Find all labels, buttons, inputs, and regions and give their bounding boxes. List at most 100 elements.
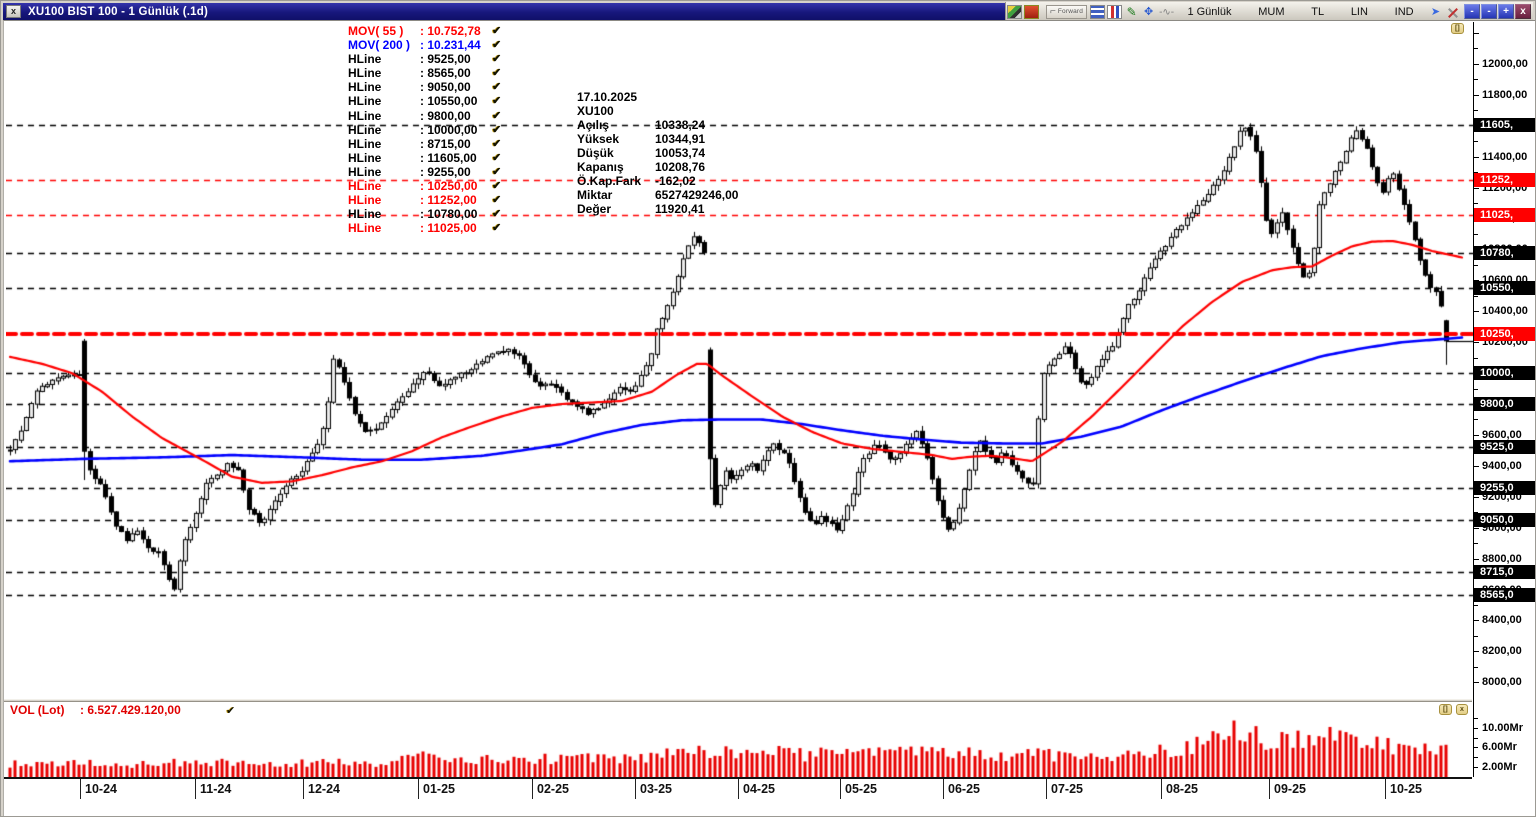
indicator-enabled-check-icon[interactable]: ✔ [492,194,502,207]
indicator-enabled-check-icon[interactable]: ✔ [492,25,502,37]
indicator-palette-icon[interactable] [1007,4,1022,19]
volume-tick [1474,727,1478,729]
volume-restore-button[interactable]: [] [1439,704,1452,715]
indicator-value: : 8715,00 [420,136,471,151]
price-tick [1474,651,1479,653]
indicator-enabled-check-icon[interactable]: ✔ [492,222,502,235]
price-line-badge: 8565,0 [1474,587,1535,602]
panel-splitter[interactable] [4,699,1472,702]
indicator-enabled-check-icon[interactable]: ✔ [492,208,502,221]
indicator-name: HLine [348,221,382,236]
month-tick [1269,779,1270,799]
volume-chart-canvas[interactable] [6,702,1473,777]
indicator-value: : 10250,00 [420,179,478,194]
volume-tick [1474,717,1478,719]
indicator-value: : 9800,00 [420,108,471,123]
indicator-enabled-check-icon[interactable]: ✔ [492,151,502,164]
price-tick [1474,110,1478,112]
chart-region: MOV( 55 ): 10.752,78 ✔ MOV( 200 ): 10.231,… [3,20,1535,816]
info-value: 10344,91 [655,132,706,146]
window-close-icon[interactable]: x [6,5,21,18]
maximize-button[interactable]: + [1498,4,1514,19]
price-line-badge: 10550, [1474,281,1535,296]
price-tick [1474,419,1478,421]
draw-pencil-icon[interactable]: ✎ [1126,4,1137,19]
month-label: 10-25 [1390,782,1422,796]
restore-button[interactable]: - [1481,4,1497,19]
price-tick [1474,620,1479,622]
indicator-name: HLine [348,122,382,137]
cursor-arrow-icon[interactable]: ➤ [1430,5,1441,18]
volume-tick [1474,747,1478,749]
minimize-button[interactable]: - [1464,4,1480,19]
toolbar-menu-tl[interactable]: TL [1311,5,1325,18]
price-tick [1474,79,1478,81]
price-tick [1474,496,1479,498]
alert-icon[interactable] [1024,4,1039,19]
info-value: 11920,41 [655,202,705,216]
volume-legend: VOL (Lot) : 6.527.429.120,00 [10,703,181,717]
info-value: -162,02 [655,174,696,188]
grid-settings-icon[interactable] [1090,4,1106,19]
month-label: 11-24 [200,782,232,796]
indicator-value: : 10000,00 [420,122,478,137]
time-axis-line [4,777,1472,779]
line-study-icon[interactable]: -∿- [1159,6,1175,18]
price-line-badge: 11025, [1474,207,1535,222]
indicator-enabled-check-icon[interactable]: ✔ [492,180,502,193]
indicator-name: HLine [348,136,382,151]
indicator-value: : 11025,00 [420,221,477,236]
indicator-value: : 9050,00 [420,80,471,95]
toolbar-menu-lin[interactable]: LIN [1350,5,1368,18]
title-bar[interactable]: x XU100 BIST 100 - 1 Günlük (.1d) [3,3,1005,20]
panel-restore-button[interactable]: [] [1451,23,1464,34]
volume-enabled-check-icon[interactable]: ✔ [226,705,236,717]
info-label: Düşük [577,146,614,160]
indicator-name: MOV( 200 ) [348,38,411,53]
indicator-name: HLine [348,66,382,81]
info-value: 10053,74 [655,146,706,160]
indicator-enabled-check-icon[interactable]: ✔ [492,123,502,136]
indicator-enabled-check-icon[interactable]: ✔ [492,81,502,94]
volume-close-button[interactable]: x [1456,704,1468,715]
price-tick-label: 12000,00 [1482,57,1528,70]
month-tick [943,779,944,799]
toolbar-menu-1-g-nl-k[interactable]: 1 Günlük [1187,5,1232,18]
indicator-value: : 10550,00 [420,94,478,109]
indicator-enabled-check-icon[interactable]: ✔ [492,67,502,80]
price-tick [1474,156,1479,158]
indicator-name: HLine [348,150,382,165]
indicator-enabled-check-icon[interactable]: ✔ [492,53,502,66]
volume-tick-label: 6.00Mr [1482,741,1517,754]
price-axis[interactable]: 12000,0011800,0011600,0011400,0011200,00… [1473,22,1535,777]
window-title: XU100 BIST 100 - 1 Günlük (.1d) [28,5,209,18]
indicator-enabled-check-icon[interactable]: ✔ [492,39,502,52]
price-chart-canvas[interactable] [6,22,1473,699]
toolbar-menu-mum[interactable]: MUM [1258,5,1285,18]
mini-chart-icon[interactable] [1107,4,1123,19]
price-tick [1474,635,1478,637]
price-line-badge: 10780, [1474,245,1535,260]
toolbar-menu-ind[interactable]: IND [1394,5,1414,18]
indicator-enabled-check-icon[interactable]: ✔ [492,165,502,178]
move-compass-icon[interactable]: ✥ [1143,5,1154,18]
tools-icon[interactable] [1445,5,1460,19]
price-tick [1474,233,1478,235]
indicator-enabled-check-icon[interactable]: ✔ [492,95,502,108]
indicator-value: : 9525,00 [420,52,471,67]
month-label: 07-25 [1051,782,1083,796]
month-label: 12-24 [308,782,340,796]
time-axis[interactable]: 10-24 11-24 12-24 01-25 02-25 03-25 04-25 05-25… [4,777,1535,816]
price-tick [1474,434,1479,436]
price-line-badge: 9525,0 [1474,439,1535,454]
info-value: 10208,76 [655,160,706,174]
indicator-enabled-check-icon[interactable]: ✔ [492,109,502,122]
close-button[interactable]: x [1515,4,1531,19]
volume-tick [1474,737,1478,739]
price-tick-label: 10400,00 [1482,305,1528,318]
indicator-enabled-check-icon[interactable]: ✔ [492,137,502,150]
month-label: 01-25 [423,782,455,796]
price-tick [1474,342,1479,344]
forward-button[interactable]: ⌐ Forward [1046,4,1088,19]
indicator-name: HLine [348,52,382,67]
